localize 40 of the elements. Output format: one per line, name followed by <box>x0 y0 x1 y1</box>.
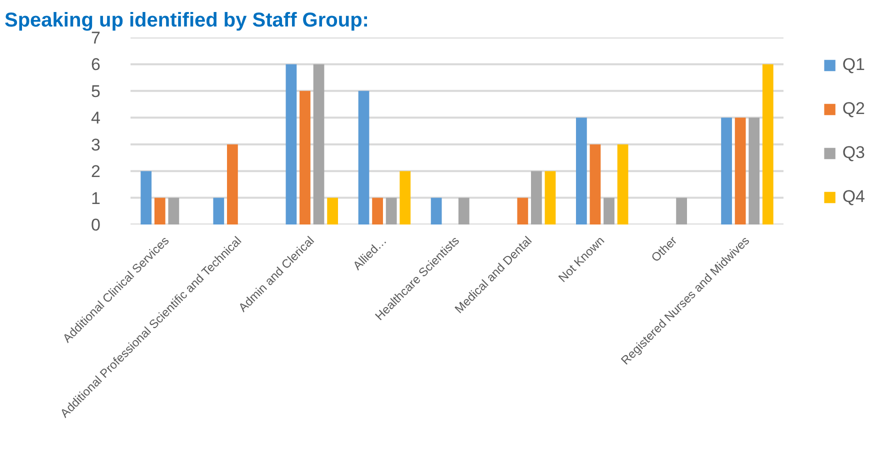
y-tick-label: 1 <box>91 188 101 208</box>
legend-label: Q2 <box>842 98 865 118</box>
y-tick-label: 5 <box>91 82 101 101</box>
legend-label: Q1 <box>842 54 865 74</box>
legend-label: Q3 <box>842 142 865 162</box>
y-tick-label: 7 <box>91 28 101 48</box>
bar <box>313 64 324 224</box>
y-tick-label: 3 <box>91 135 101 154</box>
bar <box>517 198 528 224</box>
bar <box>154 198 166 224</box>
bar <box>300 90 310 224</box>
y-tick-label: 4 <box>91 108 101 128</box>
legend-label: Q4 <box>842 186 865 206</box>
bar <box>286 64 297 224</box>
bar <box>734 118 746 224</box>
chart-title: Speaking up identified by Staff Group: <box>4 10 369 32</box>
bar <box>372 198 383 224</box>
y-tick-label: 6 <box>91 55 101 74</box>
bar <box>140 171 152 224</box>
y-tick-label: 0 <box>91 216 101 234</box>
bar <box>213 198 224 224</box>
bar <box>430 198 442 224</box>
bar <box>386 198 397 224</box>
bar <box>762 64 774 224</box>
bar <box>544 171 556 224</box>
y-tick-label: 2 <box>91 162 101 182</box>
bar <box>327 198 338 224</box>
bar <box>604 198 614 224</box>
bar <box>400 171 411 224</box>
bar <box>721 118 732 224</box>
bar <box>227 144 238 224</box>
bar <box>576 118 587 224</box>
bar <box>617 144 628 224</box>
bar <box>168 198 180 224</box>
bar <box>358 90 370 224</box>
bar <box>458 198 470 224</box>
bar <box>590 144 601 224</box>
bar <box>748 118 760 224</box>
bar <box>531 171 542 224</box>
bar <box>676 198 687 224</box>
